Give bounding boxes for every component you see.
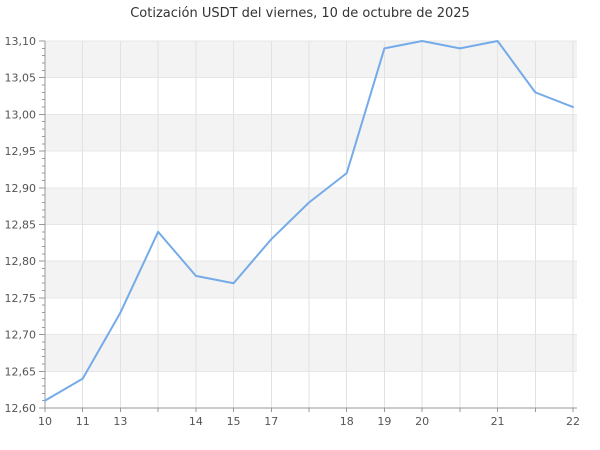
x-tick-label: 10 (38, 415, 52, 428)
x-tick-label: 15 (227, 415, 241, 428)
y-tick-label: 13,05 (5, 72, 37, 85)
y-tick-label: 12,95 (5, 145, 37, 158)
x-tick-label: 17 (264, 415, 278, 428)
x-tick-label: 22 (566, 415, 580, 428)
y-tick-label: 12,90 (5, 182, 37, 195)
plot-band (45, 114, 577, 152)
y-tick-label: 12,80 (5, 255, 37, 268)
y-tick-label: 13,10 (5, 35, 37, 48)
x-tick-label: 21 (491, 415, 505, 428)
x-tick-label: 13 (113, 415, 127, 428)
plot-band (45, 334, 577, 372)
plot-band (45, 261, 577, 298)
x-tick-label: 11 (76, 415, 90, 428)
x-tick-label: 19 (377, 415, 391, 428)
x-tick-label: 20 (415, 415, 429, 428)
y-tick-label: 12,85 (5, 219, 37, 232)
y-tick-label: 12,65 (5, 365, 37, 378)
chart-title: Cotización USDT del viernes, 10 de octub… (130, 6, 470, 21)
y-tick-label: 12,70 (5, 329, 37, 342)
plot-band (45, 187, 577, 225)
plot-band (45, 41, 577, 78)
y-tick-label: 13,00 (5, 108, 37, 121)
x-tick-label: 14 (189, 415, 203, 428)
x-tick-label: 18 (340, 415, 354, 428)
series-line (44, 40, 574, 402)
y-tick-label: 12,75 (5, 292, 37, 305)
y-tick-label: 12,60 (5, 402, 37, 415)
